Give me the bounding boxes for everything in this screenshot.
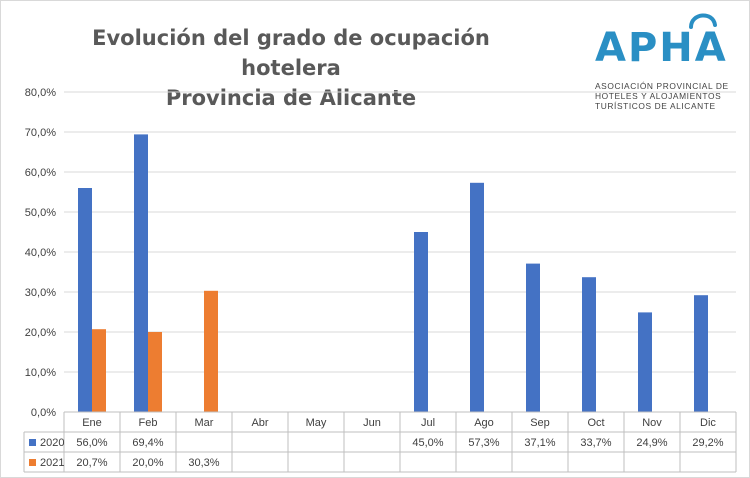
- y-tick-label: 60,0%: [25, 167, 56, 179]
- bar-2020-oct: [582, 277, 596, 412]
- bar-2021-ene: [92, 329, 106, 412]
- y-tick-label: 70,0%: [25, 127, 56, 139]
- legend-key-2020: [29, 439, 36, 446]
- y-tick-label: 10,0%: [25, 367, 56, 379]
- data-label: 20,7%: [76, 457, 107, 469]
- data-label: 56,0%: [76, 437, 107, 449]
- legend-label-2021: 2021: [40, 457, 64, 469]
- data-label: 69,4%: [132, 437, 163, 449]
- data-label: 33,7%: [580, 437, 611, 449]
- apha-logo: APHA ASOCIACIÓN PROVINCIAL DE HOTELES Y …: [591, 7, 741, 119]
- logo-subtitle-line: ASOCIACIÓN PROVINCIAL DE: [595, 81, 729, 91]
- x-category-label: Jul: [421, 417, 435, 429]
- y-tick-label: 80,0%: [25, 87, 56, 99]
- bar-2020-jul: [414, 232, 428, 412]
- legend-key-2021: [29, 459, 36, 466]
- chart-title-line-1: Evolución del grado de ocupación hoteler…: [92, 26, 490, 80]
- bar-2020-dic: [694, 295, 708, 412]
- y-tick-label: 20,0%: [25, 327, 56, 339]
- x-category-label: May: [306, 417, 327, 429]
- data-label: 30,3%: [188, 457, 219, 469]
- x-category-label: Jun: [363, 417, 381, 429]
- y-tick-label: 40,0%: [25, 247, 56, 259]
- x-category-label: Ago: [474, 417, 494, 429]
- x-category-label: Dic: [700, 417, 716, 429]
- y-tick-label: 50,0%: [25, 207, 56, 219]
- legend-label-2020: 2020: [40, 437, 64, 449]
- data-label: 37,1%: [524, 437, 555, 449]
- logo-subtitle: ASOCIACIÓN PROVINCIAL DE HOTELES Y ALOJA…: [595, 81, 729, 111]
- data-label: 29,2%: [692, 437, 723, 449]
- x-category-label: Abr: [251, 417, 268, 429]
- bar-2020-sep: [526, 263, 540, 412]
- data-label: 45,0%: [412, 437, 443, 449]
- x-category-label: Oct: [587, 417, 604, 429]
- chart-title-line-2: Provincia de Alicante: [165, 86, 417, 110]
- logo-swirl-icon: [689, 13, 717, 29]
- chart-title: Evolución del grado de ocupación hoteler…: [41, 23, 541, 113]
- bar-2020-feb: [134, 134, 148, 412]
- y-tick-label: 30,0%: [25, 287, 56, 299]
- x-category-label: Mar: [195, 417, 214, 429]
- bar-2020-ago: [470, 182, 484, 412]
- logo-subtitle-line: TURÍSTICOS DE ALICANTE: [595, 101, 716, 111]
- x-category-label: Ene: [82, 417, 102, 429]
- y-tick-label: 0,0%: [31, 407, 56, 419]
- x-category-label: Nov: [642, 417, 662, 429]
- logo-subtitle-line: HOTELES Y ALOJAMIENTOS: [595, 91, 722, 101]
- bar-2020-ene: [78, 188, 92, 412]
- x-category-label: Sep: [530, 417, 550, 429]
- x-category-label: Feb: [139, 417, 158, 429]
- bar-2021-feb: [148, 332, 162, 412]
- bar-2021-mar: [204, 290, 218, 412]
- logo-letters: APHA: [595, 25, 728, 71]
- data-label: 24,9%: [636, 437, 667, 449]
- bar-2020-nov: [638, 312, 652, 412]
- data-label: 20,0%: [132, 457, 163, 469]
- data-label: 57,3%: [468, 437, 499, 449]
